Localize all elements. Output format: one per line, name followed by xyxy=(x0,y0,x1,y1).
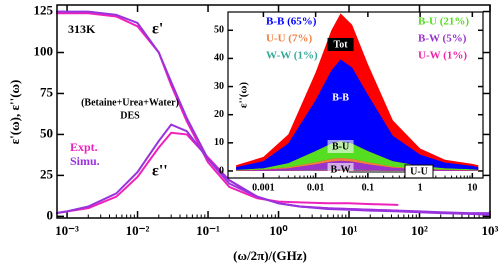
x-tick-label: 10⁰ xyxy=(269,223,288,238)
stacked-area xyxy=(236,160,479,171)
area-label: Tot xyxy=(334,39,349,50)
label-box xyxy=(327,163,354,176)
legend-label: B-U (21%) xyxy=(418,16,469,28)
annotation: ε' xyxy=(152,21,163,38)
x-tick-label: 10⁻² xyxy=(126,223,150,238)
stacked-area xyxy=(236,170,479,171)
y-tick-label: 75 xyxy=(40,84,54,99)
annotation: (Betaine+Urea+Water) xyxy=(81,97,179,108)
plot-frame xyxy=(56,4,491,219)
inset-y-axis-title: ε''(ω) xyxy=(238,82,250,109)
area-label: U-U xyxy=(410,166,428,177)
annotation: ε'' xyxy=(152,163,168,180)
y-tick-label: 30 xyxy=(214,81,224,92)
stacked-area xyxy=(236,158,479,171)
stacked-area xyxy=(236,141,479,171)
legend-label: W-W (1%) xyxy=(266,50,318,62)
y-tick-label: 125 xyxy=(34,3,54,18)
y-tick-label: 0 xyxy=(219,165,224,176)
y-tick-label: 25 xyxy=(40,166,54,181)
x-tick-label: 10⁻¹ xyxy=(196,223,220,238)
legend-label: B-B (65%) xyxy=(266,16,317,28)
label-box xyxy=(327,38,354,51)
x-tick-label: 0.001 xyxy=(252,182,275,193)
y-tick-label: 0 xyxy=(47,207,54,222)
stacked-area xyxy=(236,169,479,171)
x-tick-label: 0.1 xyxy=(362,182,375,193)
x-tick-label: 1 xyxy=(418,182,423,193)
data-line xyxy=(55,123,491,216)
legend-label: U-U (7%) xyxy=(266,33,312,45)
area-label: B-W xyxy=(331,164,351,175)
y-tick-label: 40 xyxy=(214,53,224,64)
x-tick-label: 10² xyxy=(411,223,428,238)
annotation: 313K xyxy=(68,22,96,36)
area-label: B-B xyxy=(332,92,349,103)
inset-frame xyxy=(227,11,484,179)
x-tick-label: 10³ xyxy=(482,223,499,238)
data-line xyxy=(56,12,399,206)
legend-label: B-W (5%) xyxy=(418,33,467,45)
x-tick-label: 10⁻³ xyxy=(55,223,79,238)
annotation: DES xyxy=(120,110,140,121)
inset-plot: 0.001 0.01 0.1 1 10 0 10 20 30 40 50 B-B (65%) B-U (… xyxy=(214,11,484,193)
x-tick-label: 0.01 xyxy=(307,182,325,193)
legend-label: Expt. xyxy=(70,140,98,154)
label-box xyxy=(327,140,354,153)
main-plot: 10⁻³ 10⁻² 10⁻¹ 10⁰ 10¹ 10² 10³0255075100125Exp… xyxy=(34,3,499,238)
stacked-area xyxy=(236,59,479,170)
legend-label: U-W (1%) xyxy=(418,50,467,62)
x-axis-title: (ω/2π)/(GHz) xyxy=(233,248,307,263)
y-tick-label: 10 xyxy=(214,137,224,148)
y-axis-title: ε'(ω), ε''(ω) xyxy=(7,80,22,145)
y-tick-label: 20 xyxy=(214,109,224,120)
y-tick-label: 50 xyxy=(40,125,53,140)
legend-label: Simu. xyxy=(70,154,100,168)
x-tick-label: 10 xyxy=(467,182,477,193)
y-tick-label: 100 xyxy=(34,43,54,58)
y-tick-label: 50 xyxy=(214,25,224,36)
area-label: B-U xyxy=(332,141,349,152)
x-tick-label: 10¹ xyxy=(341,223,358,238)
